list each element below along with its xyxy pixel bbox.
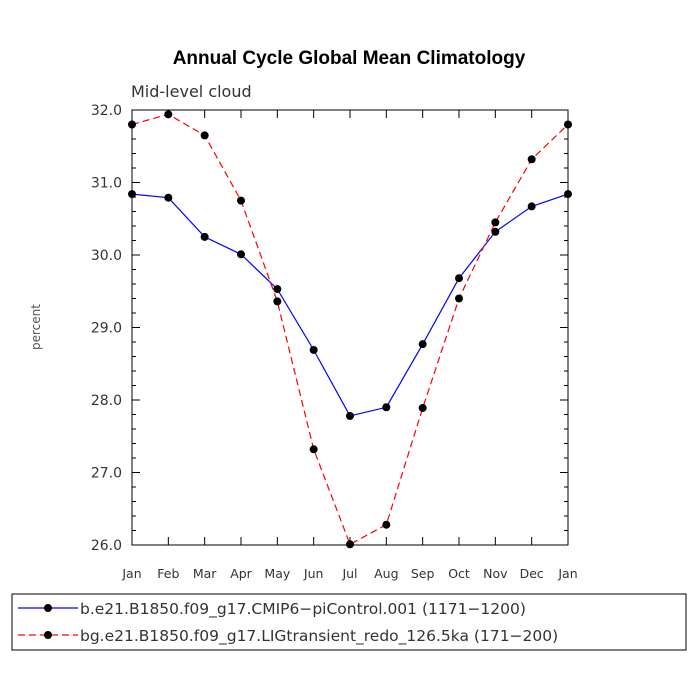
- data-point: [346, 411, 354, 420]
- legend-box: [11, 593, 687, 651]
- data-point: [455, 274, 463, 283]
- chart-title: Annual Cycle Global Mean Climatology: [173, 48, 526, 69]
- data-point: [164, 193, 173, 202]
- x-tick-label: Feb: [157, 566, 179, 581]
- data-point: [200, 131, 209, 140]
- data-point: [237, 196, 245, 205]
- data-point: [309, 445, 318, 454]
- data-point: [491, 227, 500, 236]
- data-point: [418, 403, 427, 412]
- legend-label: bg.e21.B1850.f09_g17.LIGtransient_redo_1…: [80, 627, 558, 646]
- y-axis-label: percent: [29, 304, 43, 350]
- data-point: [527, 155, 536, 164]
- x-tick-label: Jan: [121, 566, 141, 581]
- x-tick-label: Aug: [374, 566, 398, 581]
- data-point: [564, 190, 572, 199]
- x-tick-label: Mar: [193, 566, 217, 581]
- series-2: [128, 110, 572, 549]
- x-tick-label: Sep: [411, 566, 435, 581]
- data-point: [382, 520, 391, 529]
- x-tick-label: May: [264, 566, 290, 581]
- x-tick-label: Jan: [557, 566, 577, 581]
- y-tick-label: 31.0: [91, 176, 122, 192]
- legend: b.e21.B1850.f09_g17.CMIP6−piControl.001 …: [18, 600, 558, 646]
- y-tick-label: 32.0: [91, 103, 122, 119]
- legend-label: b.e21.B1850.f09_g17.CMIP6−piControl.001 …: [80, 600, 526, 619]
- data-point: [564, 120, 572, 129]
- y-tick-label: 26.0: [91, 538, 122, 554]
- data-point: [346, 540, 354, 549]
- data-point: [527, 202, 536, 211]
- data-point: [273, 285, 282, 294]
- data-point: [164, 110, 173, 119]
- y-axis: 26.0 27.0 28.0 29.0 30.0 31.0 32.0: [91, 103, 568, 554]
- data-point: [200, 232, 209, 241]
- data-point: [491, 218, 500, 227]
- data-point: [273, 297, 282, 306]
- x-tick-label: Jul: [341, 566, 357, 581]
- series-layer: [128, 110, 572, 549]
- x-tick-label: Nov: [483, 566, 508, 581]
- x-tick-label: Dec: [520, 566, 544, 581]
- data-point: [128, 190, 136, 199]
- data-point: [128, 120, 136, 129]
- series-1: [128, 190, 572, 420]
- x-tick-label: Apr: [230, 566, 252, 581]
- y-tick-label: 28.0: [91, 393, 122, 409]
- data-point: [309, 345, 318, 354]
- x-axis: Jan Feb Mar Apr May Jun Jul Aug Sep Oct Nov Dec Jan: [121, 110, 578, 581]
- x-tick-label: Oct: [448, 566, 470, 581]
- series-line: [131, 193, 569, 417]
- y-tick-label: 27.0: [91, 466, 122, 482]
- series-line: [131, 113, 569, 546]
- data-point: [455, 294, 463, 303]
- y-tick-label: 30.0: [91, 248, 122, 264]
- y-tick-label: 29.0: [91, 321, 122, 337]
- data-point: [382, 403, 391, 412]
- legend-marker: [44, 631, 52, 639]
- legend-marker: [44, 604, 52, 612]
- plot-frame: [131, 109, 569, 546]
- x-tick-label: Jun: [303, 566, 324, 581]
- data-point: [418, 340, 427, 349]
- data-point: [237, 250, 245, 259]
- chart-subtitle: Mid-level cloud: [131, 82, 252, 101]
